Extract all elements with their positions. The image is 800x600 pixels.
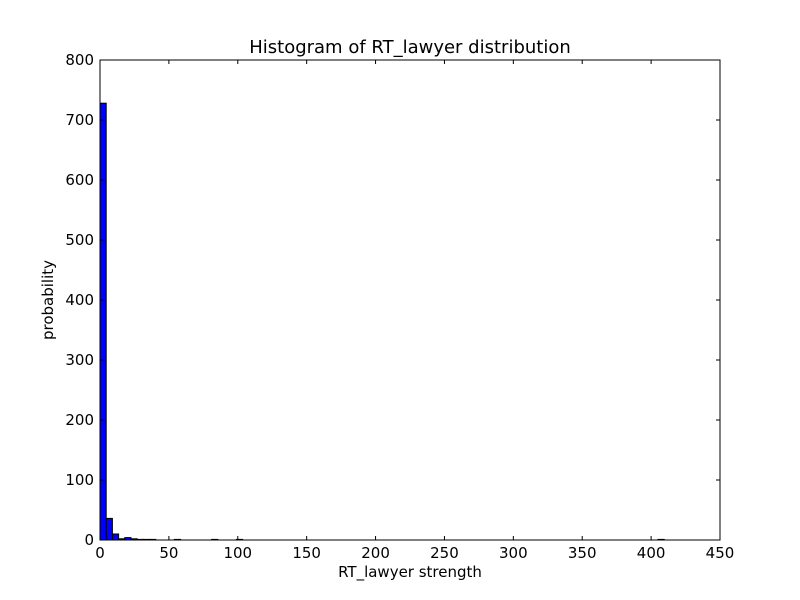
histogram-bar-2	[111, 533, 120, 541]
y-tick-label-0: 0	[84, 531, 94, 549]
histogram-bar-0	[99, 102, 107, 541]
y-tick-label-5: 500	[65, 231, 94, 249]
histogram-bar-1	[105, 517, 113, 541]
y-tick-label-8: 800	[65, 51, 94, 69]
y-tick-label-1: 100	[65, 471, 94, 489]
x-tick-label-4: 200	[361, 544, 390, 562]
y-axis-label: probability	[39, 260, 57, 340]
y-tick-label-6: 600	[65, 171, 94, 189]
x-tick-label-3: 150	[292, 544, 321, 562]
x-axis-label: RT_lawyer strength	[338, 563, 482, 582]
y-tick-label-4: 400	[65, 291, 94, 309]
plot-frame	[99, 59, 721, 541]
y-tick-label-7: 700	[65, 111, 94, 129]
y-tick-label-2: 200	[65, 411, 94, 429]
chart-title: Histogram of RT_lawyer distribution	[249, 37, 571, 58]
x-tick-label-6: 300	[499, 544, 528, 562]
y-tick-label-3: 300	[65, 351, 94, 369]
x-tick-label-1: 50	[159, 544, 178, 562]
x-tick-label-5: 250	[430, 544, 459, 562]
x-tick-label-9: 450	[706, 544, 735, 562]
x-tick-label-2: 100	[223, 544, 252, 562]
x-tick-label-8: 400	[637, 544, 666, 562]
x-tick-label-0: 0	[95, 544, 105, 562]
axis-ticks: 0 50 100 150 200 250 300 350 400 450 0 100 200 300 400…	[65, 51, 734, 562]
x-tick-label-7: 350	[568, 544, 597, 562]
